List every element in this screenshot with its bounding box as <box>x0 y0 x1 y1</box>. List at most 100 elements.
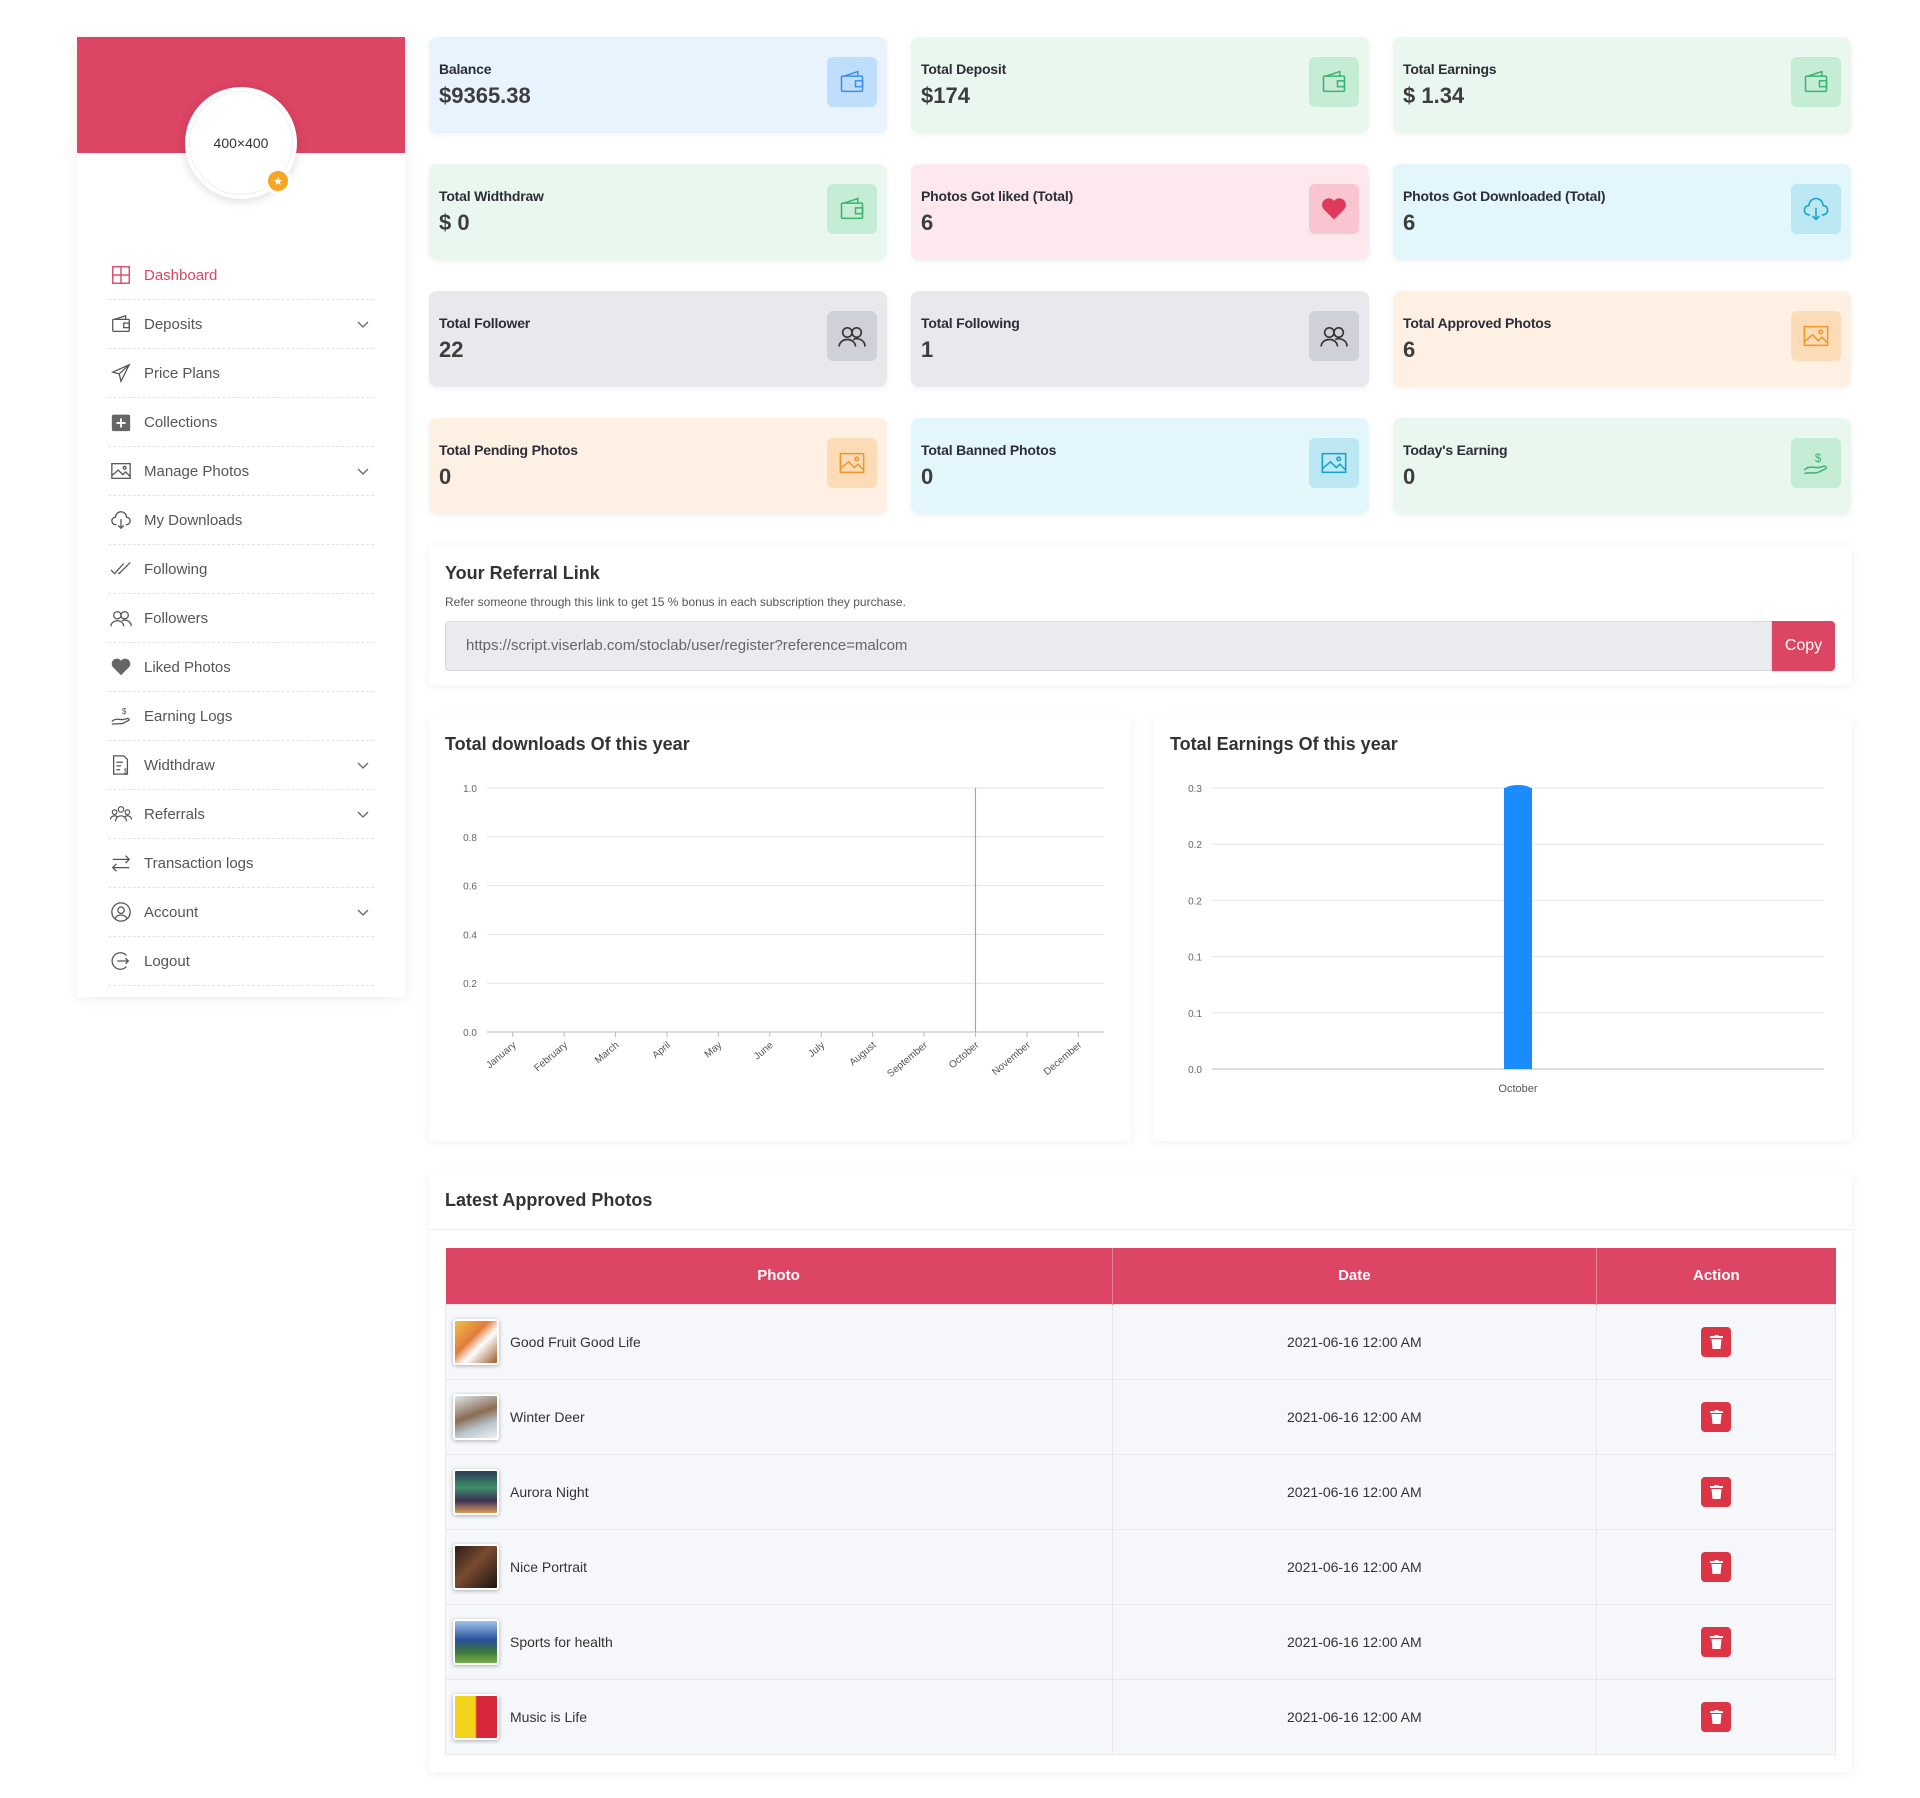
photo-date: 2021-06-16 12:00 AM <box>1112 1453 1598 1529</box>
sidebar-item-followers[interactable]: Followers <box>108 594 374 643</box>
x-tick-label: October <box>1498 1083 1537 1095</box>
table-row: Aurora Night 2021-06-16 12:00 AM <box>445 1453 1836 1529</box>
chevron-down-icon <box>357 321 369 328</box>
y-tick-label: 1.0 <box>463 784 477 795</box>
chevron-down-icon <box>357 762 369 769</box>
sidebar-item-following[interactable]: Following <box>108 545 374 594</box>
document-dollar-icon: $ <box>108 753 134 777</box>
downloads-chart-panel: Total downloads Of this year 0.0 0.2 0.4 0.… <box>429 716 1131 1141</box>
delete-button[interactable] <box>1701 1401 1732 1432</box>
y-tick-label: 0.2 <box>463 979 477 990</box>
bar <box>1504 788 1532 1069</box>
sidebar-item-logout[interactable]: Logout <box>108 937 374 986</box>
earnings-bar-chart: 0.0 0.1 0.1 0.2 0.2 0.3 October <box>1188 784 1824 1095</box>
x-tick-label: February <box>532 1040 570 1074</box>
chevron-down-icon <box>357 468 369 475</box>
photo-date: 2021-06-16 12:00 AM <box>1112 1378 1598 1454</box>
trash-icon <box>1709 1484 1723 1499</box>
sidebar-item-transaction-logs[interactable]: Transaction logs <box>108 839 374 888</box>
paper-plane-icon <box>108 361 134 385</box>
delete-button[interactable] <box>1701 1626 1732 1657</box>
sidebar-item-account[interactable]: Account <box>108 888 374 937</box>
delete-button[interactable] <box>1701 1326 1732 1357</box>
photo-date: 2021-06-16 12:00 AM <box>1112 1303 1598 1379</box>
stat-value: 0 <box>1403 464 1416 489</box>
table-row: Good Fruit Good Life 2021-06-16 12:00 AM <box>445 1303 1836 1379</box>
chevron-down-icon <box>357 811 369 818</box>
sidebar-item-deposits[interactable]: Deposits <box>108 300 374 349</box>
stat-value: 6 <box>1403 210 1416 235</box>
x-tick-label: December <box>1042 1039 1085 1078</box>
copy-button[interactable]: Copy <box>1772 621 1835 671</box>
x-tick-label: April <box>650 1040 672 1061</box>
stat-card-total-earnings: Total Earnings $ 1.34 <box>1393 37 1851 133</box>
photo-thumbnail[interactable] <box>453 1468 499 1515</box>
x-tick-label: March <box>593 1040 621 1066</box>
referral-link-field[interactable]: https://script.viserlab.com/stoclab/user… <box>445 621 1772 671</box>
photo-title: Good Fruit Good Life <box>510 1333 641 1350</box>
stat-label: Total Banned Photos <box>921 442 1057 458</box>
sidebar-item-label: Collections <box>144 413 218 431</box>
delete-button[interactable] <box>1701 1701 1732 1732</box>
sidebar-item-referrals[interactable]: Referrals <box>108 790 374 839</box>
stat-card-photos-liked: Photos Got liked (Total) 6 <box>911 164 1369 260</box>
table-row: Nice Portrait 2021-06-16 12:00 AM <box>445 1528 1836 1604</box>
wallet-icon <box>827 57 877 107</box>
stat-value: 0 <box>921 464 934 489</box>
wallet-icon <box>108 312 134 336</box>
sidebar-item-label: Widthdraw <box>144 756 215 774</box>
verified-badge-icon: ★ <box>265 168 291 194</box>
sidebar-item-my-downloads[interactable]: My Downloads <box>108 496 374 545</box>
x-tick-label: January <box>484 1040 518 1071</box>
wallet-icon <box>1309 57 1359 107</box>
chart-title: Total downloads Of this year <box>445 734 690 754</box>
stat-value: 6 <box>1403 337 1416 362</box>
column-header-photo: Photo <box>445 1248 1113 1304</box>
users-icon <box>108 606 134 630</box>
plus-box-icon <box>108 410 134 434</box>
wallet-icon <box>1791 57 1841 107</box>
trash-icon <box>1709 1634 1723 1649</box>
sidebar-item-liked-photos[interactable]: Liked Photos <box>108 643 374 692</box>
approved-photos-panel: Latest Approved Photos Photo Date Action… <box>429 1172 1852 1772</box>
y-tick-label: 0.2 <box>1188 840 1202 851</box>
stat-label: Total Following <box>921 315 1020 331</box>
double-check-icon <box>108 557 134 581</box>
column-header-action: Action <box>1596 1248 1836 1304</box>
table-title: Latest Approved Photos <box>445 1190 653 1210</box>
group-icon <box>108 802 134 826</box>
sidebar-item-label: Account <box>144 903 199 921</box>
referral-title: Your Referral Link <box>445 563 600 583</box>
photo-thumbnail[interactable] <box>453 1618 499 1665</box>
sidebar-item-label: Logout <box>144 952 190 970</box>
stat-label: Total Widthdraw <box>439 188 544 204</box>
referral-subtitle: Refer someone through this link to get 1… <box>445 595 906 609</box>
sidebar-item-collections[interactable]: Collections <box>108 398 374 447</box>
hand-dollar-icon: $ <box>108 704 134 728</box>
cloud-download-icon <box>1791 184 1841 234</box>
sidebar-item-label: Referrals <box>144 805 205 823</box>
sidebar-item-dashboard[interactable]: Dashboard <box>108 251 374 300</box>
sidebar-item-price-plans[interactable]: Price Plans <box>108 349 374 398</box>
sidebar-item-widthdraw[interactable]: $ Widthdraw <box>108 741 374 790</box>
stat-label: Total Pending Photos <box>439 442 578 458</box>
stat-card-photos-downloaded: Photos Got Downloaded (Total) 6 <box>1393 164 1851 260</box>
sidebar-item-manage-photos[interactable]: Manage Photos <box>108 447 374 496</box>
sidebar-item-earning-logs[interactable]: $ Earning Logs <box>108 692 374 741</box>
trash-icon <box>1709 1559 1723 1574</box>
photo-thumbnail[interactable] <box>453 1393 499 1440</box>
stat-label: Photos Got Downloaded (Total) <box>1403 188 1606 204</box>
delete-button[interactable] <box>1701 1476 1732 1507</box>
table-row: Winter Deer 2021-06-16 12:00 AM <box>445 1378 1836 1454</box>
dashboard-icon <box>108 263 134 287</box>
trash-icon <box>1709 1709 1723 1724</box>
photo-thumbnail[interactable] <box>453 1543 499 1590</box>
sidebar-item-label: My Downloads <box>144 511 243 529</box>
photo-thumbnail[interactable] <box>453 1318 499 1365</box>
sidebar-item-label: Deposits <box>144 315 203 333</box>
y-tick-label: 0.3 <box>1188 784 1202 795</box>
delete-button[interactable] <box>1701 1551 1732 1582</box>
photo-thumbnail[interactable] <box>453 1693 499 1740</box>
stat-value: $9365.38 <box>439 83 531 108</box>
